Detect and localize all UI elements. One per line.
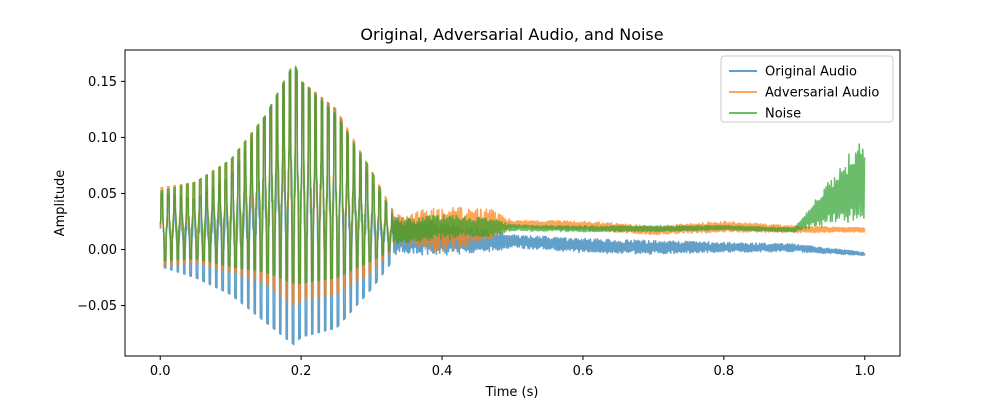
y-tick-label: 0.15 — [88, 75, 117, 90]
legend-label: Adversarial Audio — [765, 86, 879, 101]
axes: 0.0 0.2 0.4 0.6 0.8 1.0 −0.05 0.00 0.05 0.10 0.15 — [77, 49, 901, 379]
x-tick-label: 1.0 — [854, 364, 875, 379]
y-tick-label: 0.05 — [88, 187, 117, 202]
legend-box — [720, 55, 894, 123]
x-tick-label: 0.4 — [432, 364, 453, 379]
y-axis-label: Amplitude — [53, 170, 68, 237]
plot-frame — [124, 49, 901, 357]
legend-label: Original Audio — [765, 65, 857, 80]
x-axis-label: Time (s) — [485, 385, 539, 400]
legend-label: Noise — [765, 107, 801, 122]
plot-area — [159, 65, 866, 346]
legend: Original Audio Adversarial Audio Noise — [720, 55, 894, 123]
x-tick-label: 0.6 — [573, 364, 594, 379]
x-tick-label: 0.8 — [714, 364, 735, 379]
series-line-noise — [159, 65, 866, 284]
x-tick-label: 0.2 — [291, 364, 312, 379]
y-tick-label: 0.10 — [88, 131, 117, 146]
y-tick-label: 0.00 — [88, 243, 117, 258]
y-tick-label: −0.05 — [77, 299, 117, 314]
x-tick-label: 0.0 — [150, 364, 171, 379]
chart-title: Original, Adversarial Audio, and Noise — [360, 25, 663, 44]
